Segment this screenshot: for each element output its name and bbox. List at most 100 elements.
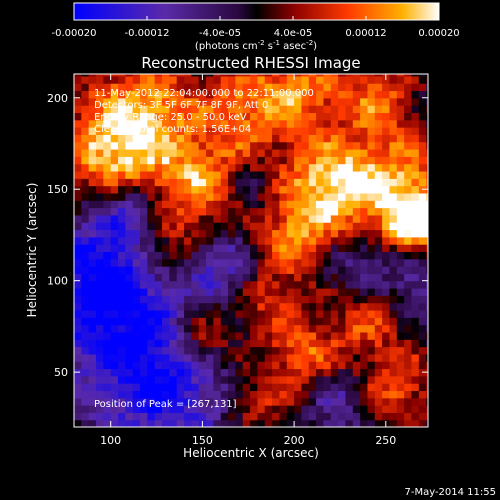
heatmap-cell: [103, 90, 112, 99]
heatmap-cell: [426, 134, 428, 143]
heatmap-cell: [294, 141, 303, 150]
heatmap-cell: [308, 244, 317, 253]
heatmap-cell: [198, 156, 207, 165]
heatmap-cell: [213, 419, 222, 427]
heatmap-cell: [220, 273, 229, 282]
heatmap-cell: [235, 287, 244, 296]
heatmap-cell: [426, 419, 428, 427]
heatmap-cell: [352, 339, 361, 348]
heatmap-cell: [103, 74, 112, 77]
heatmap-cell: [418, 397, 427, 406]
heatmap-cell: [206, 244, 214, 253]
heatmap-cell: [206, 119, 214, 128]
heatmap-cell: [382, 178, 391, 187]
heatmap-cell: [367, 75, 376, 84]
heatmap-cell: [162, 97, 170, 106]
heatmap-cell: [162, 229, 170, 238]
heatmap-cell: [191, 236, 200, 245]
heatmap-cell: [110, 112, 119, 121]
heatmap-cell: [264, 163, 273, 172]
heatmap-cell: [74, 170, 82, 179]
heatmap-cell: [396, 361, 405, 370]
heatmap-cell: [257, 302, 266, 311]
heatmap-cell: [250, 236, 259, 245]
heatmap-cell: [250, 331, 259, 340]
heatmap-cell: [228, 331, 237, 340]
heatmap-cell: [220, 397, 229, 406]
heatmap-cell: [294, 368, 303, 377]
heatmap-cell: [206, 214, 214, 223]
heatmap-cell: [301, 119, 310, 128]
heatmap-cell: [338, 397, 347, 406]
heatmap-cell: [389, 222, 398, 231]
heatmap-cell: [206, 295, 214, 304]
heatmap-cell: [330, 178, 339, 187]
heatmap-cell: [242, 236, 251, 245]
heatmap-cell: [242, 251, 251, 260]
heatmap-cell: [147, 419, 156, 427]
heatmap-cell: [184, 185, 192, 194]
heatmap-cell: [147, 200, 156, 209]
heatmap-cell: [213, 74, 222, 77]
heatmap-cell: [389, 134, 398, 143]
heatmap-cell: [118, 112, 126, 121]
heatmap-cell: [316, 148, 325, 157]
heatmap-cell: [228, 317, 237, 326]
heatmap-cell: [374, 222, 383, 231]
heatmap-cell: [396, 280, 405, 289]
heatmap-cell: [242, 317, 251, 326]
heatmap-cell: [191, 309, 200, 318]
heatmap-cell: [323, 390, 332, 399]
heatmap-cell: [308, 280, 317, 289]
heatmap-cell: [374, 244, 383, 253]
heatmap-cell: [352, 273, 361, 282]
heatmap-cell: [301, 397, 310, 406]
heatmap-cell: [169, 119, 178, 128]
heatmap-cell: [110, 207, 119, 216]
heatmap-cell: [308, 127, 317, 135]
heatmap-cell: [323, 383, 332, 392]
heatmap-cell: [154, 141, 163, 150]
heatmap-cell: [360, 412, 369, 421]
heatmap-cell: [96, 317, 104, 326]
heatmap-cell: [279, 251, 288, 260]
heatmap-cell: [264, 397, 273, 406]
heatmap-cell: [198, 397, 207, 406]
heatmap-cell: [169, 302, 178, 311]
heatmap-cell: [301, 353, 310, 362]
heatmap-cell: [411, 75, 420, 84]
heatmap-cell: [140, 90, 148, 99]
heatmap-cell: [404, 141, 413, 150]
heatmap-cell: [184, 383, 192, 392]
heatmap-cell: [220, 200, 229, 209]
heatmap-cell: [213, 141, 222, 150]
heatmap-cell: [154, 127, 163, 135]
heatmap-cell: [330, 361, 339, 370]
heatmap-cell: [147, 127, 156, 135]
heatmap-cell: [308, 258, 317, 267]
heatmap-cell: [257, 244, 266, 253]
heatmap-cell: [198, 412, 207, 421]
heatmap-cell: [264, 273, 273, 282]
heatmap-cell: [352, 185, 361, 194]
heatmap-cell: [316, 170, 325, 179]
heatmap-cell: [184, 244, 192, 253]
heatmap-cell: [367, 368, 376, 377]
heatmap-cell: [103, 309, 112, 318]
heatmap-cell: [81, 178, 90, 187]
heatmap-cell: [103, 134, 112, 143]
heatmap-cell: [272, 74, 281, 77]
heatmap-cell: [81, 112, 90, 121]
heatmap-cell: [352, 280, 361, 289]
heatmap-cell: [294, 361, 303, 370]
heatmap-cell: [147, 75, 156, 84]
heatmap-cell: [257, 207, 266, 216]
heatmap-cell: [132, 134, 141, 143]
heatmap-cell: [250, 339, 259, 348]
heatmap-cell: [110, 317, 119, 326]
heatmap-cell: [264, 127, 273, 135]
heatmap-cell: [396, 163, 405, 172]
heatmap-cell: [382, 353, 391, 362]
heatmap-cell: [235, 141, 244, 150]
heatmap-cell: [198, 273, 207, 282]
